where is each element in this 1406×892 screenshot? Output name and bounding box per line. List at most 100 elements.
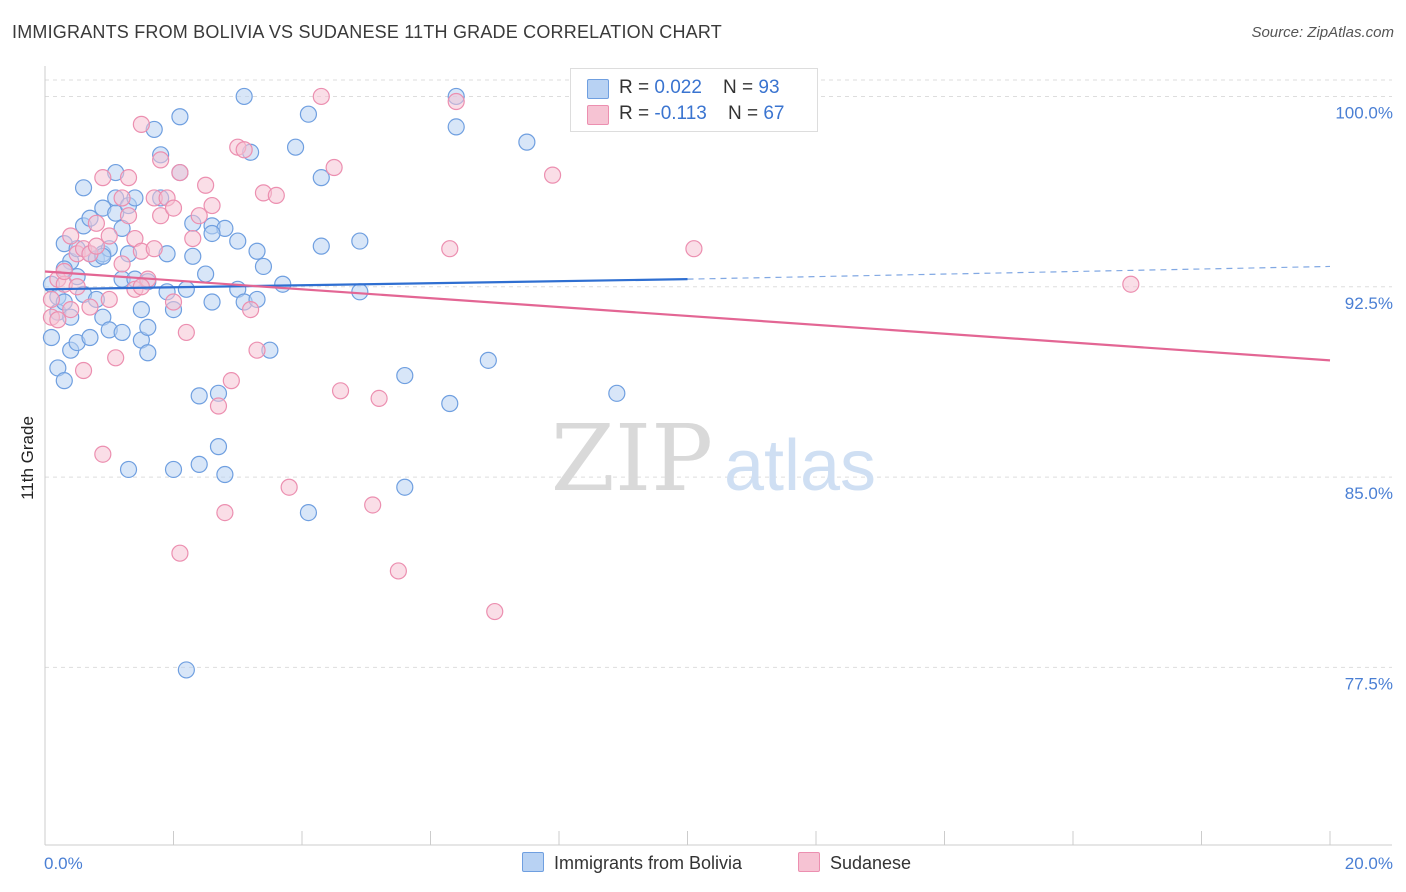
- sudanese-point: [486, 602, 504, 621]
- bolivia-point: [518, 133, 536, 151]
- sudanese-point: [184, 229, 202, 248]
- sudanese-point: [171, 163, 189, 182]
- bolivia-point: [177, 661, 195, 679]
- sudanese-trend-line: [44, 270, 1331, 362]
- x-tick-label: 20.0%: [1345, 854, 1393, 873]
- bolivia-point: [235, 87, 253, 106]
- sudanese-point: [171, 544, 189, 562]
- bolivia-point: [203, 293, 221, 311]
- sudanese-point: [267, 186, 285, 205]
- bolivia-point: [396, 478, 414, 496]
- watermark: ZIP atlas: [551, 405, 876, 512]
- series-sudanese-points: [42, 87, 1140, 621]
- bolivia-point: [229, 232, 247, 250]
- r-value: 0.022: [654, 77, 702, 98]
- sudanese-point: [49, 311, 67, 329]
- legend-swatch-sudanese: [587, 105, 609, 125]
- n-value: 93: [758, 77, 780, 98]
- sudanese-point: [100, 227, 118, 245]
- bolivia-point: [190, 387, 208, 405]
- sudanese-point: [364, 496, 382, 514]
- bolivia-point: [248, 242, 266, 260]
- sudanese-point: [94, 445, 112, 463]
- sudanese-point: [280, 478, 298, 496]
- sudanese-point: [222, 372, 240, 390]
- sudanese-point: [685, 240, 703, 258]
- bolivia-point: [396, 366, 414, 385]
- bolivia-point: [55, 372, 73, 390]
- sudanese-point: [312, 87, 330, 106]
- sudanese-point: [1122, 275, 1140, 293]
- series-bolivia-points: [42, 87, 626, 679]
- bolivia-point: [74, 179, 93, 197]
- y-tick-label: 77.5%: [1345, 674, 1393, 693]
- sudanese-point: [370, 389, 388, 408]
- sudanese-point: [132, 115, 150, 133]
- sudanese-point: [62, 227, 80, 245]
- sudanese-point: [152, 207, 170, 225]
- sudanese-point: [197, 176, 215, 194]
- sudanese-point: [235, 141, 253, 159]
- sudanese-point: [203, 196, 221, 215]
- bolivia-point: [171, 108, 189, 126]
- r-value: -0.113: [654, 103, 707, 124]
- sudanese-point: [119, 169, 138, 187]
- legend-item-bolivia: Immigrants from Bolivia: [522, 852, 742, 874]
- bolivia-point: [299, 105, 318, 123]
- bolivia-point: [479, 351, 497, 369]
- chart-title: IMMIGRANTS FROM BOLIVIA VS SUDANESE 11TH…: [12, 22, 722, 42]
- sudanese-point: [145, 240, 163, 258]
- bolivia-point: [216, 465, 234, 484]
- sudanese-point: [242, 300, 260, 319]
- bolivia-point: [197, 265, 215, 283]
- sudanese-point: [209, 397, 228, 415]
- r-label: R =: [619, 77, 655, 98]
- bolivia-point: [447, 118, 465, 136]
- grid-lines: [45, 79, 1392, 668]
- bolivia-point: [209, 438, 228, 456]
- bolivia-point: [608, 384, 626, 402]
- sudanese-point: [113, 189, 131, 207]
- bolivia-trend-line: [44, 278, 688, 291]
- legend-item-sudanese: Sudanese: [798, 852, 911, 874]
- stats-legend: R = 0.022 N = 93 R = -0.113 N = 67: [570, 68, 818, 132]
- bolivia-point: [351, 232, 369, 250]
- bolivia-trend-extension: [687, 265, 1331, 280]
- sudanese-point: [107, 349, 125, 367]
- sudanese-point: [42, 290, 61, 309]
- sudanese-point: [331, 382, 350, 400]
- sudanese-point: [87, 237, 106, 255]
- sudanese-point: [94, 169, 112, 187]
- bolivia-point: [113, 323, 131, 342]
- sudanese-point: [119, 207, 138, 225]
- y-tick-label: 92.5%: [1345, 294, 1393, 313]
- bolivia-point: [441, 394, 459, 413]
- legend-stats-bolivia: R = 0.022 N = 93: [619, 77, 780, 99]
- bolivia-point: [190, 455, 208, 473]
- source-label: Source: ZipAtlas.com: [1251, 24, 1394, 41]
- bolivia-point: [139, 344, 157, 362]
- y-tick-label: 85.0%: [1345, 484, 1393, 503]
- sudanese-point: [447, 92, 465, 111]
- bolivia-point: [164, 460, 183, 479]
- sudanese-point: [74, 361, 93, 380]
- bolivia-point: [312, 169, 330, 187]
- legend-swatch-bolivia: [587, 79, 609, 99]
- legend-stats-sudanese: R = -0.113 N = 67: [619, 103, 784, 125]
- bolivia-point: [81, 328, 99, 347]
- sudanese-point: [87, 214, 106, 232]
- sudanese-point: [62, 300, 80, 319]
- bolivia-point: [286, 138, 305, 156]
- sudanese-point: [81, 298, 99, 316]
- y-tick-label: 100.0%: [1335, 103, 1393, 122]
- bolivia-point: [42, 328, 61, 347]
- sudanese-point: [543, 166, 562, 184]
- sudanese-point: [152, 151, 170, 169]
- n-label: N =: [727, 103, 764, 124]
- trend-lines: [44, 265, 1331, 362]
- sudanese-point: [177, 323, 195, 342]
- bolivia-point: [184, 247, 202, 265]
- bolivia-point: [203, 224, 221, 243]
- bolivia-point: [119, 460, 138, 479]
